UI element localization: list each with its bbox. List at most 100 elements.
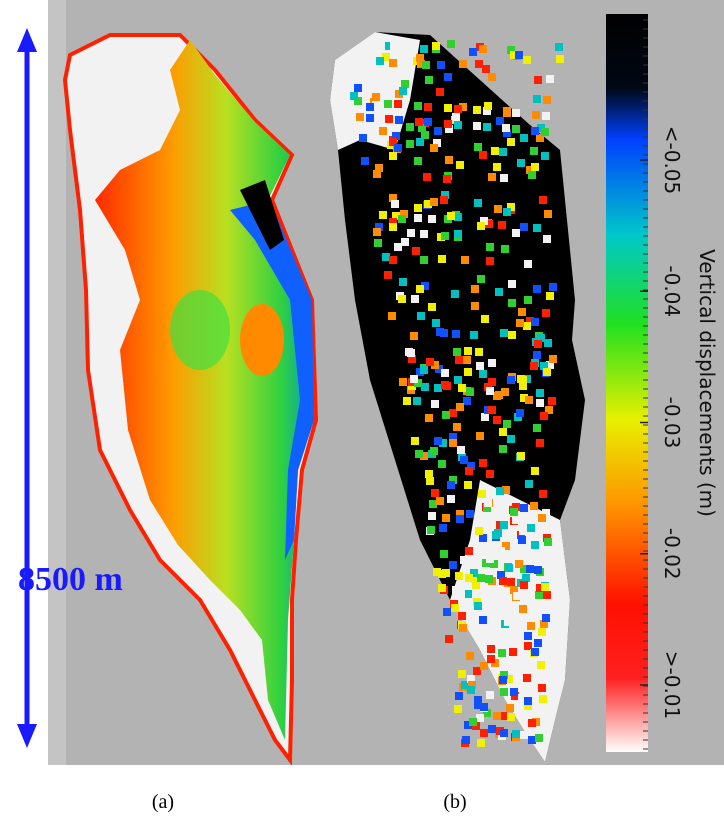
- pixel: [416, 285, 424, 293]
- pixel: [474, 602, 482, 610]
- pixel: [535, 734, 543, 742]
- pixel: [480, 217, 488, 225]
- pixel: [503, 420, 511, 428]
- pixel: [525, 396, 533, 404]
- pixel: [483, 504, 491, 512]
- pixel: [459, 60, 467, 68]
- pixel: [403, 397, 411, 405]
- pixel: [531, 648, 539, 656]
- pixel: [543, 591, 551, 599]
- pixel: [436, 88, 444, 96]
- pixel: [441, 369, 449, 377]
- pixel: [392, 132, 400, 140]
- pixel: [407, 229, 415, 237]
- pixel: [546, 361, 554, 369]
- pixel: [440, 196, 448, 204]
- pixel: [410, 375, 418, 383]
- pixel: [470, 331, 478, 339]
- pixel: [524, 697, 532, 705]
- pixel: [433, 568, 441, 576]
- pixel: [389, 223, 397, 231]
- pixel: [486, 243, 494, 251]
- pixel: [423, 173, 431, 181]
- pixel: [452, 586, 460, 594]
- pixel: [376, 57, 384, 65]
- pixel: [366, 103, 374, 111]
- pixel: [509, 648, 517, 656]
- pixel: [350, 92, 358, 100]
- pixel: [416, 54, 424, 62]
- pixel: [465, 547, 473, 555]
- pixel: [538, 684, 546, 692]
- pixel: [494, 205, 502, 213]
- pixel: [500, 671, 508, 679]
- pixel: [431, 489, 439, 497]
- pixel: [375, 223, 383, 231]
- pixel: [531, 467, 539, 475]
- pixel: [531, 163, 539, 171]
- pixel: [530, 147, 538, 155]
- pixel: [473, 122, 481, 130]
- pixel: [524, 296, 532, 304]
- pixel: [484, 499, 492, 507]
- pixel: [426, 358, 434, 366]
- pixel: [444, 73, 452, 81]
- pixel: [466, 510, 474, 518]
- colorbar-title: Vertical displacements (m): [695, 249, 719, 517]
- pixel: [506, 704, 514, 712]
- pixel: [427, 526, 435, 534]
- pixel: [545, 406, 553, 414]
- pixel: [434, 127, 442, 135]
- pixel: [507, 138, 515, 146]
- pixel: [540, 620, 548, 628]
- pixel: [470, 569, 478, 577]
- pixel: [486, 257, 494, 265]
- pixel: [507, 376, 515, 384]
- pixel: [449, 561, 457, 569]
- pixel: [510, 586, 518, 594]
- pixel: [432, 42, 440, 50]
- pixel: [454, 105, 462, 113]
- pixel: [399, 278, 407, 286]
- pixel: [394, 144, 402, 152]
- pixel: [536, 134, 544, 142]
- pixel: [454, 213, 462, 221]
- pixel: [534, 639, 542, 647]
- pixel: [468, 681, 476, 689]
- pixel: [475, 348, 483, 356]
- pixel: [499, 428, 507, 436]
- pixel: [449, 409, 457, 417]
- pixel: [505, 564, 513, 572]
- black-zone: [240, 180, 284, 250]
- pixel: [406, 123, 414, 131]
- pixel: [417, 60, 425, 68]
- pixel: [536, 584, 544, 592]
- panel-b-map: [330, 32, 585, 762]
- pixel: [507, 203, 515, 211]
- pixel: [382, 253, 390, 261]
- pixel: [483, 709, 491, 717]
- pixel: [534, 76, 542, 84]
- pixel: [359, 134, 367, 142]
- pixel: [476, 714, 484, 722]
- pixel: [482, 65, 490, 73]
- pixel: [420, 256, 428, 264]
- pixel: [483, 107, 491, 115]
- pixel: [524, 632, 532, 640]
- pixel: [392, 212, 400, 220]
- pixel: [399, 378, 407, 386]
- pixel: [460, 556, 468, 564]
- pixel: [495, 600, 503, 608]
- pixel: [483, 123, 491, 131]
- arrow-head: [17, 28, 37, 52]
- pixel: [488, 378, 496, 386]
- pixel: [451, 290, 459, 298]
- pixel: [455, 692, 463, 700]
- pixel: [411, 295, 419, 303]
- pixel: [445, 125, 453, 133]
- pixel: [498, 221, 506, 229]
- pixel: [472, 581, 480, 589]
- pixel: [461, 681, 469, 689]
- pixel: [449, 476, 457, 484]
- pixel: [480, 662, 488, 670]
